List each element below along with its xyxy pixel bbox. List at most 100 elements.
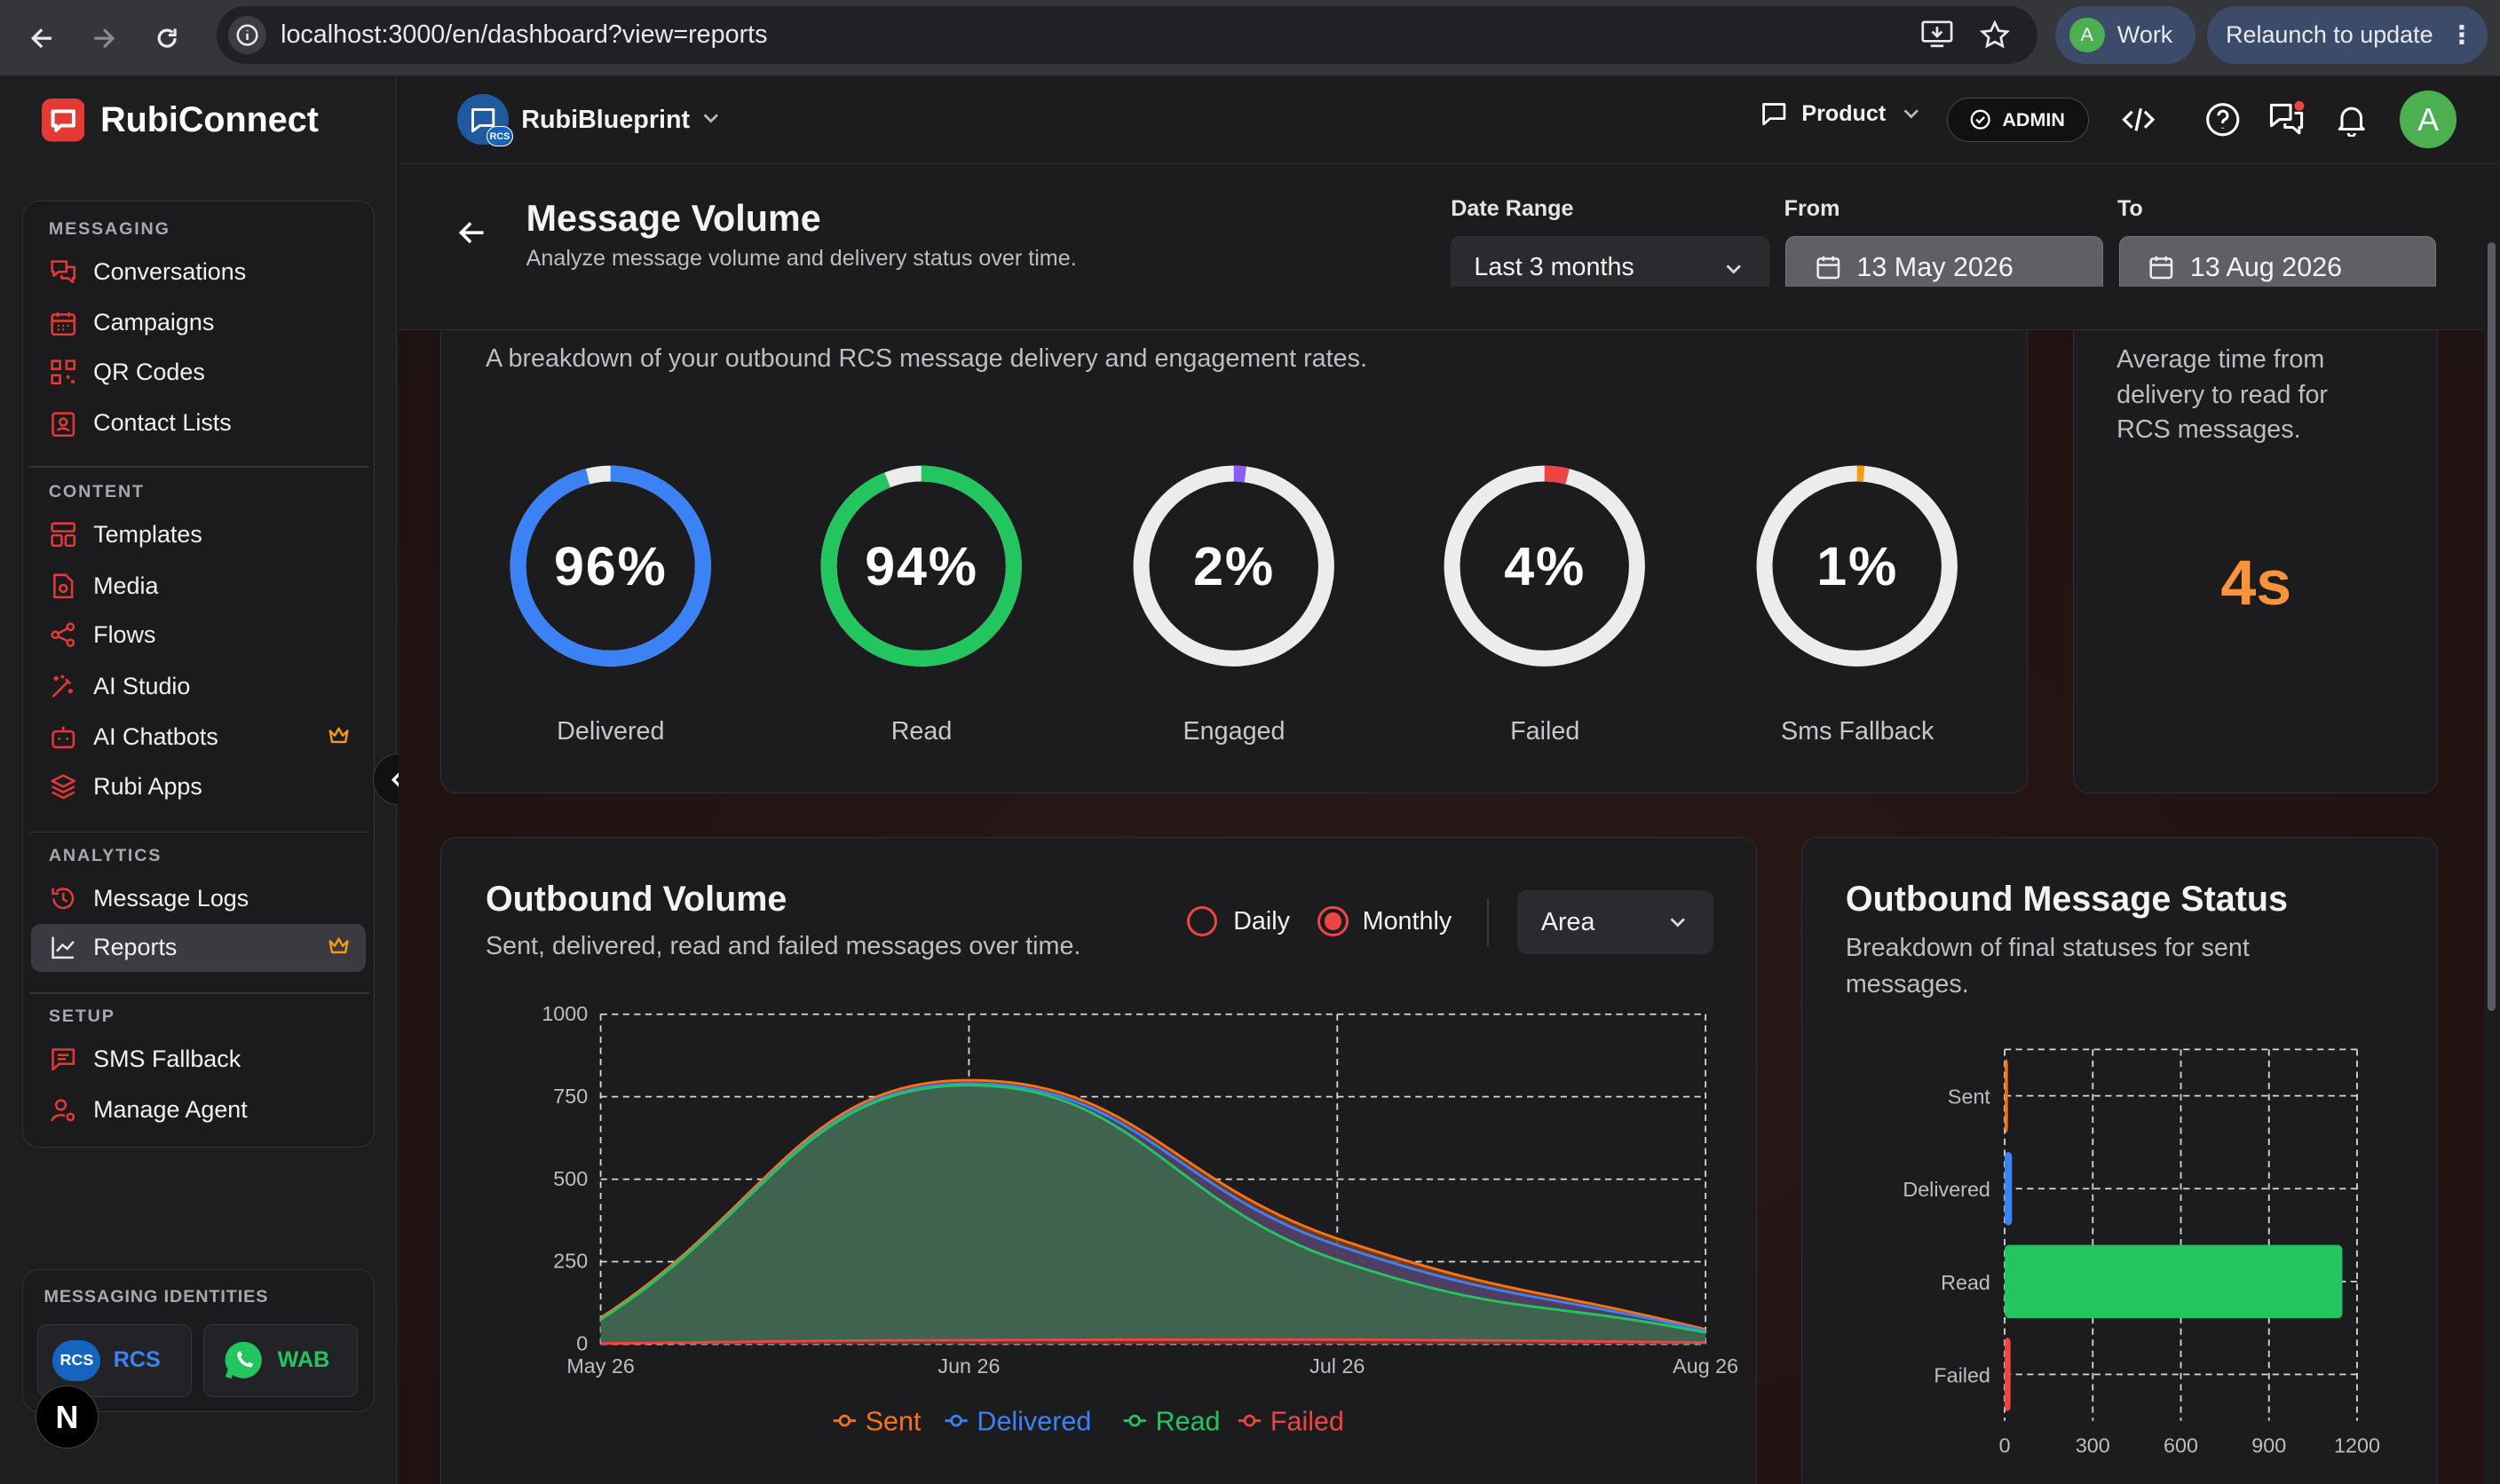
read-time-card: Average time from delivery to read for R… bbox=[2072, 287, 2438, 794]
identity-rcs-button[interactable]: RCS RCS bbox=[37, 1323, 193, 1398]
section-title-messaging: MESSAGING bbox=[48, 219, 170, 240]
ring-arc bbox=[1757, 465, 1958, 667]
bar-failed bbox=[2005, 1338, 2012, 1412]
media-file-icon bbox=[49, 572, 77, 600]
product-dropdown[interactable]: Product bbox=[1760, 100, 1921, 128]
next-dev-indicator[interactable]: N bbox=[35, 1385, 99, 1449]
back-icon[interactable] bbox=[20, 16, 64, 60]
code-icon[interactable] bbox=[2121, 102, 2156, 138]
legend-label: Delivered bbox=[977, 1407, 1091, 1437]
admin-badge[interactable]: ADMIN bbox=[1946, 97, 2089, 142]
sidebar-item-campaigns[interactable]: Campaigns bbox=[31, 299, 366, 347]
url-text[interactable]: localhost:3000/en/dashboard?view=reports bbox=[281, 20, 768, 50]
messages-icon[interactable] bbox=[2267, 100, 2306, 138]
bar-sent bbox=[2005, 1059, 2009, 1133]
install-app-icon[interactable] bbox=[1921, 20, 1953, 49]
legend-label: Read bbox=[1155, 1407, 1220, 1437]
messaging-identities: MESSAGING IDENTITIES RCS RCS WAB bbox=[22, 1268, 376, 1413]
sidebar-item-sms-fallback[interactable]: SMS Fallback bbox=[31, 1036, 366, 1084]
message-square-icon bbox=[49, 1045, 77, 1073]
sidebar-item-contact-lists[interactable]: Contact Lists bbox=[31, 399, 366, 447]
legend-label: Sent bbox=[865, 1407, 921, 1437]
from-date-value: 13 May 2026 bbox=[1856, 252, 2013, 283]
ring-label: Delivered bbox=[557, 717, 665, 746]
profile-label: Work bbox=[2116, 20, 2173, 48]
relaunch-label: Relaunch to update bbox=[2226, 20, 2433, 48]
bell-icon[interactable] bbox=[2334, 102, 2369, 138]
brand-name: RubiConnect bbox=[100, 100, 319, 140]
calendar-icon bbox=[1816, 257, 1840, 280]
qr-code-icon bbox=[49, 358, 77, 386]
bookmark-star-icon[interactable] bbox=[1979, 20, 2011, 51]
agent-chat-icon bbox=[471, 107, 495, 132]
ring-arc bbox=[1444, 465, 1646, 667]
reload-icon[interactable] bbox=[145, 16, 189, 60]
sidebar-item-message-logs[interactable]: Message Logs bbox=[31, 874, 366, 922]
site-info-icon[interactable] bbox=[227, 15, 266, 55]
brand-logo[interactable]: RubiConnect bbox=[41, 99, 319, 142]
ring-value: 1% bbox=[1816, 535, 1899, 596]
relaunch-button[interactable]: Relaunch to update ⋮ bbox=[2206, 6, 2488, 64]
sidebar-item-label: AI Chatbots bbox=[93, 723, 218, 751]
sidebar-item-label: AI Studio bbox=[93, 672, 191, 699]
y-tick-label: 750 bbox=[553, 1085, 588, 1108]
legend-item-sent: Sent bbox=[833, 1407, 922, 1437]
crown-icon bbox=[328, 936, 350, 956]
outbound-volume-title: Outbound Volume bbox=[485, 879, 787, 919]
radio-daily-circle[interactable] bbox=[1187, 906, 1218, 937]
sidebar-item-conversations[interactable]: Conversations bbox=[31, 248, 366, 296]
sidebar-item-reports[interactable]: Reports bbox=[31, 923, 367, 972]
scrollbar-thumb[interactable] bbox=[2487, 241, 2496, 1011]
ring-label: Read bbox=[890, 717, 953, 746]
chevron-down-icon bbox=[1726, 264, 1742, 274]
bar-delivered bbox=[2005, 1152, 2013, 1226]
ring-arc bbox=[510, 465, 711, 667]
contact-card-icon bbox=[49, 409, 77, 438]
category-label: Delivered bbox=[1903, 1179, 1991, 1202]
agent-avatar[interactable]: RCS bbox=[457, 93, 514, 147]
sidebar-item-media[interactable]: Media bbox=[31, 562, 366, 610]
sidebar-item-qr-codes[interactable]: QR Codes bbox=[31, 349, 366, 397]
user-avatar[interactable]: A bbox=[2399, 91, 2457, 148]
identity-wab-button[interactable]: WAB bbox=[203, 1323, 359, 1398]
chart-type-select[interactable]: Area bbox=[1516, 890, 1713, 954]
line-sent bbox=[599, 1079, 1706, 1331]
sidebar-item-label: Manage Agent bbox=[93, 1096, 248, 1124]
identity-label: RCS bbox=[113, 1347, 161, 1373]
calendar-icon bbox=[49, 309, 77, 337]
profile-chip[interactable]: A Work bbox=[2054, 6, 2195, 64]
line-failed bbox=[600, 1338, 1705, 1346]
sidebar-item-label: QR Codes bbox=[93, 358, 205, 385]
help-circle-icon[interactable] bbox=[2205, 102, 2241, 138]
sidebar-item-ai-studio[interactable]: AI Studio bbox=[31, 662, 366, 710]
radio-monthly[interactable]: Monthly bbox=[1317, 906, 1452, 937]
chevron-down-icon bbox=[1671, 918, 1686, 928]
agent-name[interactable]: RubiBlueprint bbox=[521, 105, 691, 134]
sidebar-item-manage-agent[interactable]: Manage Agent bbox=[31, 1086, 366, 1134]
chat-bubbles-icon bbox=[49, 257, 77, 286]
browser-toolbar: localhost:3000/en/dashboard?view=reports… bbox=[0, 0, 2500, 77]
forward-icon[interactable] bbox=[82, 16, 126, 60]
divider bbox=[29, 466, 369, 469]
address-bar[interactable]: localhost:3000/en/dashboard?view=reports bbox=[217, 6, 2038, 64]
radio-monthly-circle[interactable] bbox=[1317, 906, 1349, 937]
identity-label: WAB bbox=[277, 1347, 330, 1373]
ring-delivered: 96% bbox=[507, 462, 714, 669]
section-title-setup: SETUP bbox=[48, 1006, 115, 1027]
radio-daily[interactable]: Daily bbox=[1187, 906, 1290, 937]
back-arrow-icon[interactable] bbox=[456, 218, 488, 247]
sidebar-item-ai-chatbots[interactable]: AI Chatbots bbox=[31, 714, 366, 762]
calendar-icon bbox=[2149, 257, 2173, 280]
x-tick-label: May 26 bbox=[566, 1354, 635, 1377]
outbound-volume-subtitle: Sent, delivered, read and failed message… bbox=[485, 931, 1081, 960]
user-settings-icon bbox=[49, 1096, 77, 1125]
x-tick-label: 900 bbox=[2252, 1434, 2287, 1457]
sidebar-item-templates[interactable]: Templates bbox=[31, 511, 366, 559]
chevron-down-icon[interactable] bbox=[701, 110, 721, 126]
sidebar-item-flows[interactable]: Flows bbox=[31, 612, 366, 659]
radio-monthly-label: Monthly bbox=[1362, 906, 1452, 935]
kebab-menu-icon[interactable]: ⋮ bbox=[2449, 20, 2475, 50]
sidebar-item-rubi-apps[interactable]: Rubi Apps bbox=[31, 762, 366, 810]
chevron-down-icon bbox=[1903, 109, 1919, 119]
sidebar-nav: MESSAGING Conversations Campaigns QR Cod… bbox=[22, 201, 376, 1149]
